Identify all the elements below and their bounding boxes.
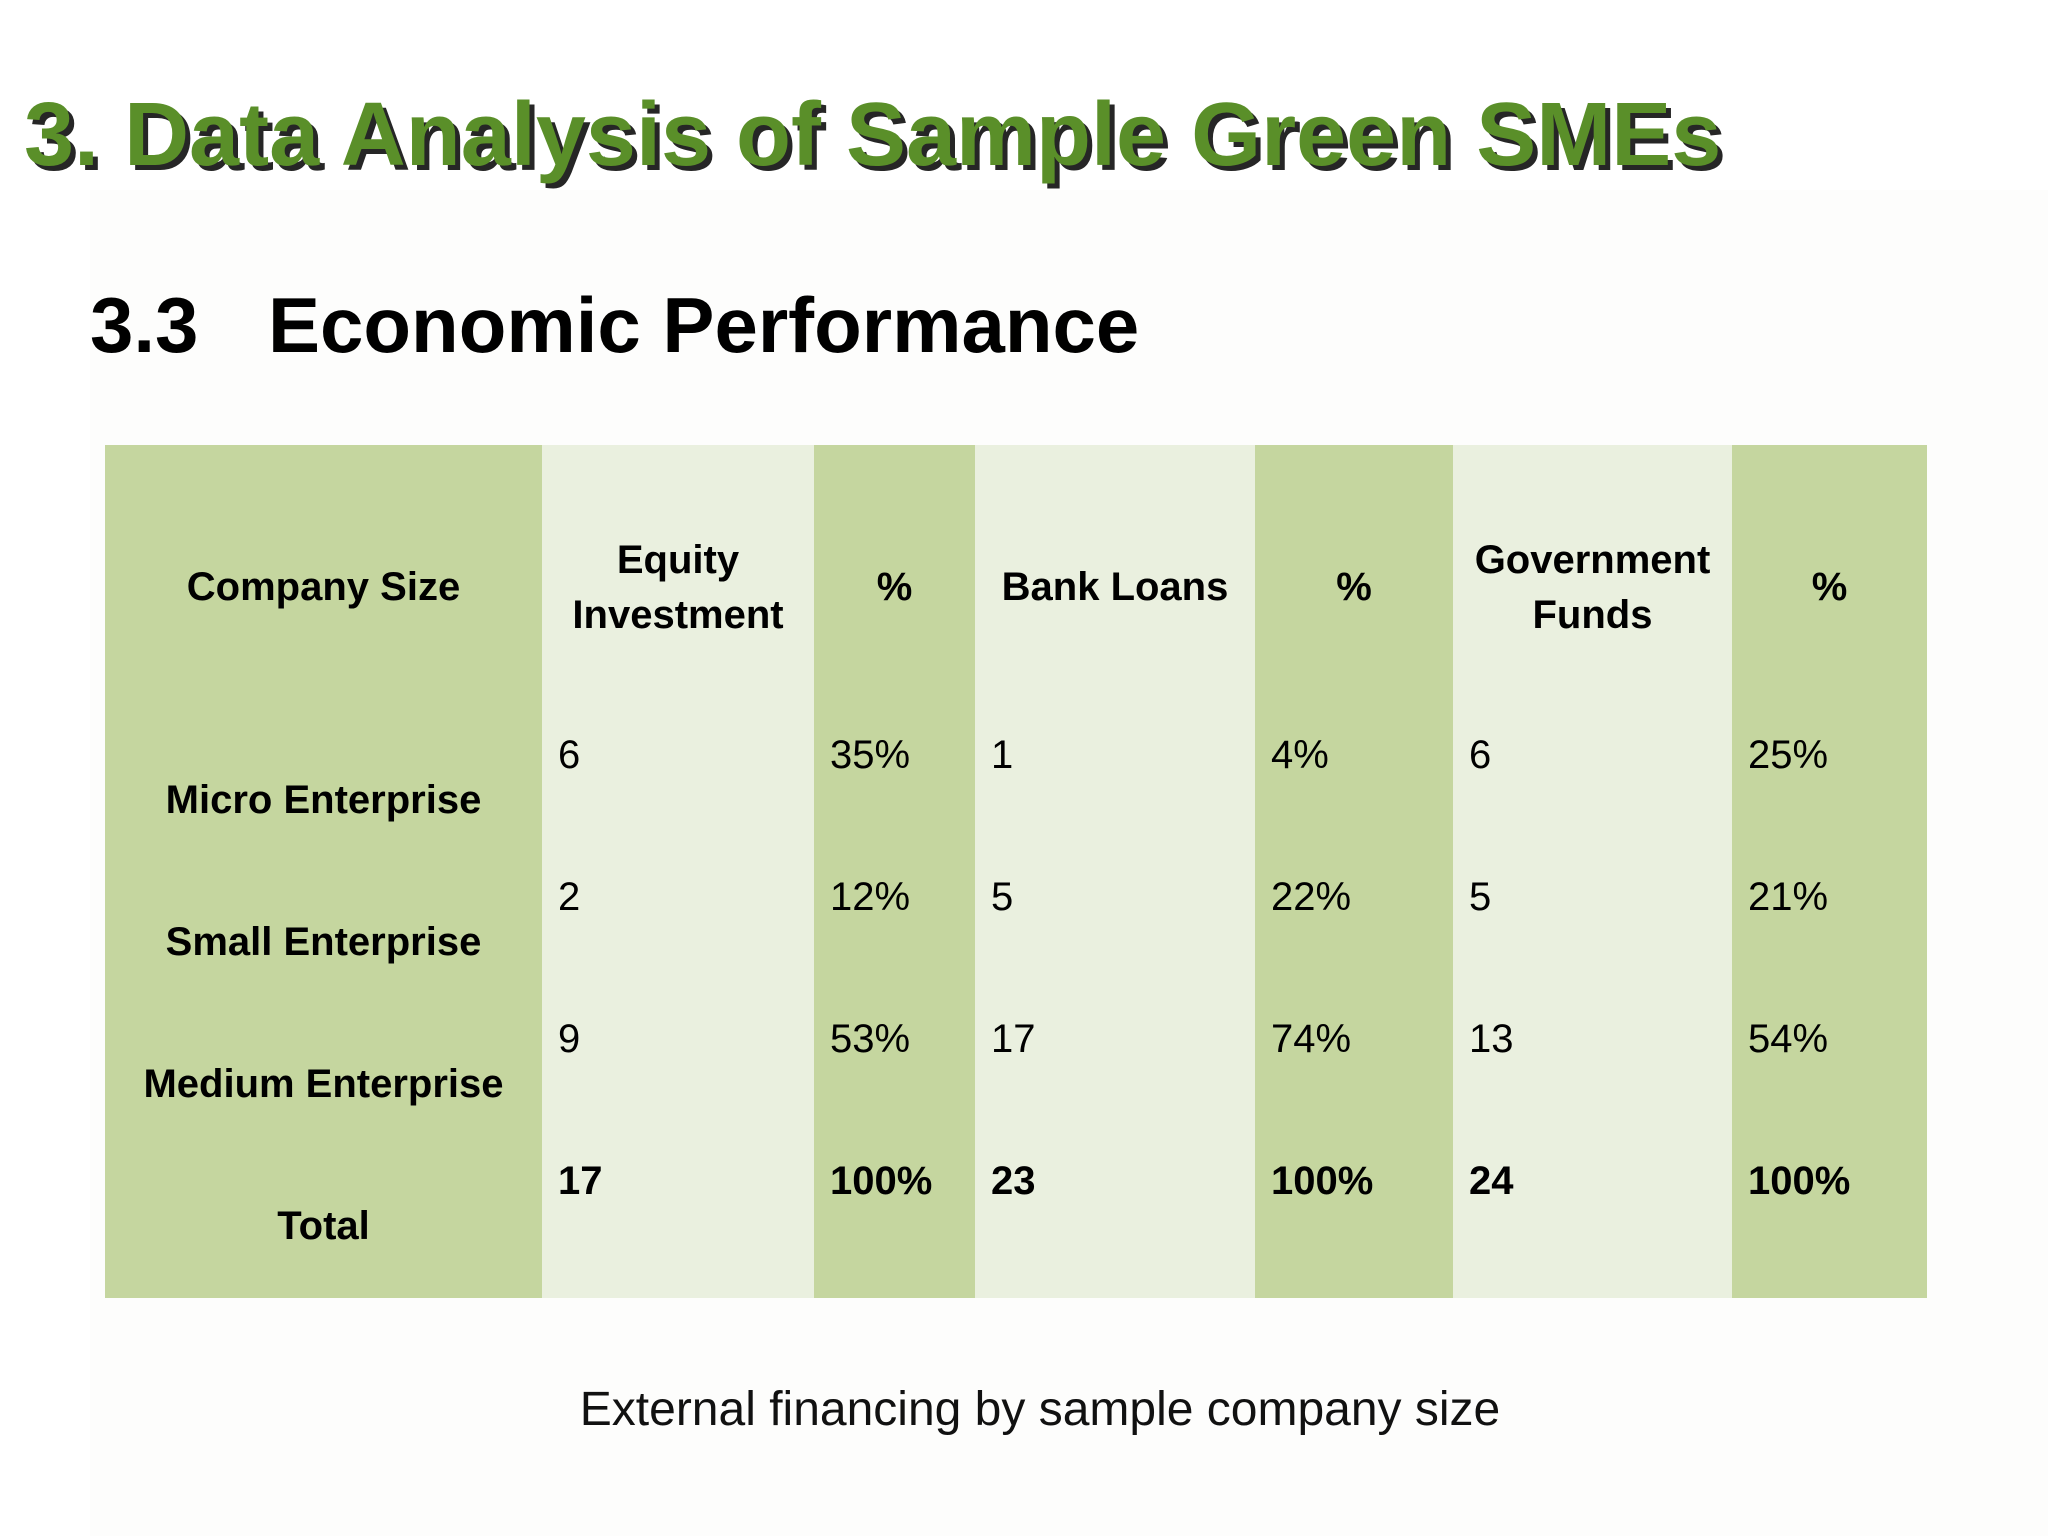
header-equity-percent: % bbox=[814, 445, 975, 730]
slide-title: 3. Data Analysis of Sample Green SMEs bbox=[24, 85, 1722, 185]
cell-value: 23 bbox=[991, 1159, 1036, 1203]
row-company-size: Small Enterprise bbox=[105, 872, 542, 1014]
cell-value: 54% bbox=[1748, 1017, 1829, 1061]
cell-value: 17 bbox=[558, 1159, 603, 1203]
financing-table: Company Size Equity Investment % Bank Lo… bbox=[105, 445, 1927, 1298]
table-row: Medium Enterprise 9 53% 17 74% 13 54% bbox=[105, 1014, 1927, 1156]
section-name: Economic Performance bbox=[268, 281, 1140, 369]
cell-value: 6 bbox=[558, 733, 581, 777]
cell-equity-percent: 35% bbox=[814, 730, 975, 872]
cell-bank-count: 1 bbox=[975, 730, 1255, 872]
cell-government-percent: 100% bbox=[1732, 1156, 1927, 1298]
table-header-row: Company Size Equity Investment % Bank Lo… bbox=[105, 445, 1927, 730]
cell-bank-count: 5 bbox=[975, 872, 1255, 1014]
cell-bank-percent: 22% bbox=[1255, 872, 1453, 1014]
cell-bank-percent: 74% bbox=[1255, 1014, 1453, 1156]
table-row: Small Enterprise 2 12% 5 22% 5 21% bbox=[105, 872, 1927, 1014]
cell-equity-count: 6 bbox=[542, 730, 814, 872]
cell-equity-count: 2 bbox=[542, 872, 814, 1014]
row-company-size-label: Total bbox=[277, 1204, 370, 1248]
cell-government-count: 5 bbox=[1453, 872, 1732, 1014]
cell-value: 4% bbox=[1271, 733, 1329, 777]
cell-value: 35% bbox=[830, 733, 911, 777]
section-number: 3.3 bbox=[90, 281, 199, 369]
cell-equity-percent: 53% bbox=[814, 1014, 975, 1156]
cell-value: 5 bbox=[991, 875, 1014, 919]
cell-government-count: 6 bbox=[1453, 730, 1732, 872]
cell-value: 9 bbox=[558, 1017, 581, 1061]
row-company-size: Medium Enterprise bbox=[105, 1014, 542, 1156]
header-government-percent: % bbox=[1732, 445, 1927, 730]
cell-government-percent: 54% bbox=[1732, 1014, 1927, 1156]
table-row-total: Total 17 100% 23 100% 24 100% bbox=[105, 1156, 1927, 1298]
cell-value: 24 bbox=[1469, 1159, 1514, 1203]
header-equity-investment-label: Equity Investment bbox=[572, 537, 784, 637]
cell-value: 6 bbox=[1469, 733, 1492, 777]
cell-value: 2 bbox=[558, 875, 581, 919]
cell-government-percent: 21% bbox=[1732, 872, 1927, 1014]
cell-value: 100% bbox=[1271, 1159, 1374, 1203]
cell-value: 1 bbox=[991, 733, 1014, 777]
cell-equity-percent: 100% bbox=[814, 1156, 975, 1298]
table-row: Micro Enterprise 6 35% 1 4% 6 25% bbox=[105, 730, 1927, 872]
cell-value: 25% bbox=[1748, 733, 1829, 777]
section-heading: 3.3 Economic Performance bbox=[90, 275, 1139, 375]
cell-government-count: 24 bbox=[1453, 1156, 1732, 1298]
cell-bank-count: 23 bbox=[975, 1156, 1255, 1298]
cell-government-percent: 25% bbox=[1732, 730, 1927, 872]
row-company-size-label: Micro Enterprise bbox=[165, 778, 482, 822]
header-equity-investment: Equity Investment bbox=[542, 445, 814, 730]
cell-value: 13 bbox=[1469, 1017, 1514, 1061]
header-bank-loans: Bank Loans bbox=[975, 445, 1255, 730]
cell-value: 100% bbox=[830, 1159, 933, 1203]
header-company-size: Company Size bbox=[105, 445, 542, 730]
cell-value: 17 bbox=[991, 1017, 1036, 1061]
cell-bank-count: 17 bbox=[975, 1014, 1255, 1156]
table-caption: External financing by sample company siz… bbox=[579, 1383, 1501, 1436]
cell-equity-count: 9 bbox=[542, 1014, 814, 1156]
row-company-size-label: Small Enterprise bbox=[165, 920, 482, 964]
cell-value: 22% bbox=[1271, 875, 1352, 919]
cell-value: 12% bbox=[830, 875, 911, 919]
cell-bank-percent: 100% bbox=[1255, 1156, 1453, 1298]
header-bank-percent: % bbox=[1255, 445, 1453, 730]
cell-value: 21% bbox=[1748, 875, 1829, 919]
cell-equity-count: 17 bbox=[542, 1156, 814, 1298]
cell-value: 100% bbox=[1748, 1159, 1851, 1203]
cell-government-count: 13 bbox=[1453, 1014, 1732, 1156]
cell-bank-percent: 4% bbox=[1255, 730, 1453, 872]
cell-value: 74% bbox=[1271, 1017, 1352, 1061]
cell-equity-percent: 12% bbox=[814, 872, 975, 1014]
row-company-size-label: Medium Enterprise bbox=[143, 1062, 504, 1106]
cell-value: 53% bbox=[830, 1017, 911, 1061]
header-government-funds-label: Government Funds bbox=[1474, 537, 1711, 637]
row-company-size: Total bbox=[105, 1156, 542, 1298]
row-company-size: Micro Enterprise bbox=[105, 730, 542, 872]
cell-value: 5 bbox=[1469, 875, 1492, 919]
header-government-funds: Government Funds bbox=[1453, 445, 1732, 730]
